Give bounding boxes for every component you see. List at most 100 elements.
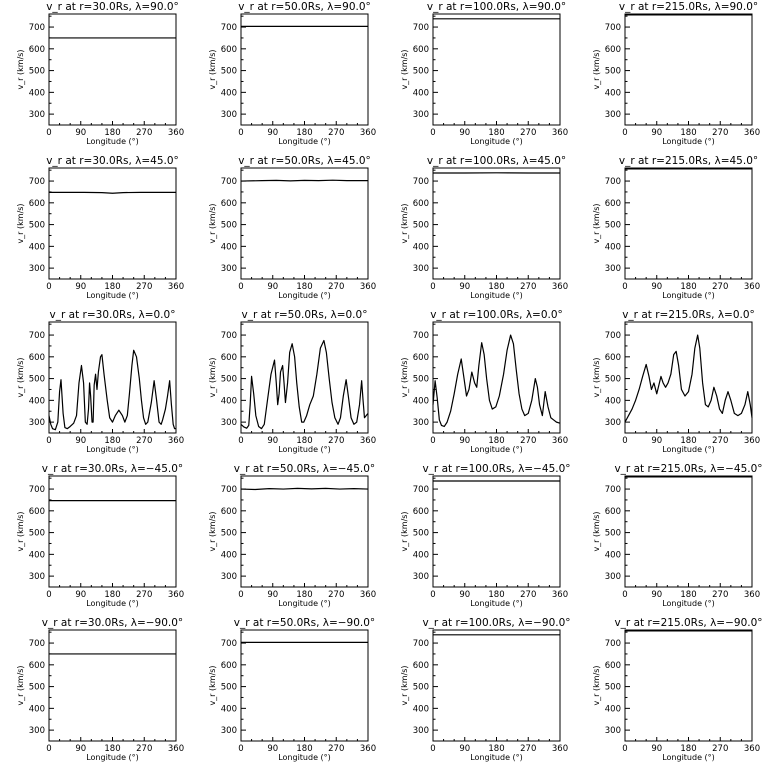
y-tick-label: 500 [605,375,621,385]
panel-title: v_r at r=30.0Rs, λ=45.0° [46,155,179,167]
y-tick-label: 400 [605,704,621,714]
x-tick-label: 270 [712,282,728,292]
y-tick-label: 600 [413,661,429,671]
y-tick-label: 700 [221,177,237,187]
y-tick-label: 300 [221,418,237,428]
panel-title: v_r at r=215.0Rs, λ=45.0° [619,155,758,167]
x-tick-label: 360 [360,436,376,446]
y-tick-label: 400 [605,396,621,406]
x-tick-label: 90 [651,744,662,754]
x-tick-label: 360 [360,282,376,292]
y-tick-label: 400 [29,396,45,406]
x-tick-label: 90 [267,436,278,446]
x-tick-label: 270 [520,128,536,138]
plot-frame [48,167,177,280]
x-tick-label: 360 [744,282,760,292]
y-tick-label: 300 [29,418,45,428]
y-tick-label: 700 [413,177,429,187]
x-tick-label: 90 [75,128,86,138]
x-axis-label: Longitude (°) [662,753,715,762]
y-axis-label: v_r (km/s) [592,49,601,89]
x-tick-label: 270 [328,282,344,292]
y-tick-label: 700 [29,485,45,495]
y-tick-label: 700 [605,23,621,33]
y-tick-label: 300 [605,264,621,274]
plot-frame [240,13,369,126]
x-axis-label: Longitude (°) [470,599,523,608]
y-tick-label: 300 [605,726,621,736]
x-tick-label: 180 [104,282,120,292]
panel-12: v_r at r=215.0Rs, λ=0.0° 0 90 180 270 360 300 4… [592,309,760,454]
x-tick-label: 180 [680,128,696,138]
x-tick-label: 180 [296,128,312,138]
y-tick-label: 500 [413,221,429,231]
x-tick-label: 90 [267,282,278,292]
y-axis-label: v_r (km/s) [16,357,25,397]
y-tick-label: 400 [413,242,429,252]
y-tick-label: 400 [29,88,45,98]
y-tick-label: 600 [221,45,237,55]
y-tick-label: 400 [605,242,621,252]
x-tick-label: 360 [552,744,568,754]
y-tick-label: 700 [29,23,45,33]
x-tick-label: 270 [520,590,536,600]
y-axis-label: v_r (km/s) [16,203,25,243]
y-tick-label: 400 [413,704,429,714]
x-tick-label: 90 [459,128,470,138]
x-tick-label: 270 [712,590,728,600]
x-axis-label: Longitude (°) [662,291,715,300]
y-tick-label: 300 [221,726,237,736]
y-tick-label: 500 [605,67,621,77]
x-tick-label: 0 [622,590,627,600]
x-tick-label: 180 [104,590,120,600]
y-tick-label: 500 [29,529,45,539]
panel-15: v_r at r=100.0Rs, λ=−45.0° 0 90 180 270 360 30… [400,463,571,608]
panel-title: v_r at r=100.0Rs, λ=45.0° [427,155,566,167]
x-tick-label: 270 [712,744,728,754]
x-tick-label: 180 [680,744,696,754]
plot-frame [240,167,369,280]
x-tick-label: 90 [267,744,278,754]
series-line [624,334,753,423]
panel-16: v_r at r=215.0Rs, λ=−45.0° 0 90 180 270 360 30… [592,463,763,608]
x-tick-label: 180 [488,436,504,446]
panel-20: v_r at r=215.0Rs, λ=−90.0° 0 90 180 270 360 30… [592,617,763,762]
x-tick-label: 270 [136,744,152,754]
y-tick-label: 700 [605,485,621,495]
y-tick-label: 300 [221,264,237,274]
y-tick-label: 300 [221,110,237,120]
panel-5: v_r at r=30.0Rs, λ=45.0° 0 90 180 270 360 300 4… [16,155,184,300]
x-axis-label: Longitude (°) [278,599,331,608]
panel-13: v_r at r=30.0Rs, λ=−45.0° 0 90 180 270 360 300… [16,463,184,608]
x-tick-label: 270 [328,128,344,138]
x-tick-label: 0 [46,282,51,292]
y-tick-label: 700 [221,331,237,341]
panel-7: v_r at r=100.0Rs, λ=45.0° 0 90 180 270 360 300… [400,155,568,300]
panel-title: v_r at r=100.0Rs, λ=−45.0° [422,463,570,475]
y-tick-label: 400 [605,88,621,98]
y-tick-label: 300 [413,726,429,736]
panel-18: v_r at r=50.0Rs, λ=−90.0° 0 90 180 270 360 300… [208,617,376,762]
x-tick-label: 0 [238,590,243,600]
x-tick-label: 360 [360,128,376,138]
panel-title: v_r at r=50.0Rs, λ=−45.0° [234,463,375,475]
x-tick-label: 270 [712,128,728,138]
y-tick-label: 400 [221,704,237,714]
y-tick-label: 300 [29,110,45,120]
y-axis-label: v_r (km/s) [400,357,409,397]
panel-title: v_r at r=215.0Rs, λ=−90.0° [614,617,762,629]
y-axis-label: v_r (km/s) [16,49,25,89]
y-tick-label: 300 [605,572,621,582]
y-tick-label: 700 [221,639,237,649]
panel-11: v_r at r=100.0Rs, λ=0.0° 0 90 180 270 360 300 4… [400,309,568,454]
x-tick-label: 180 [680,282,696,292]
panel-19: v_r at r=100.0Rs, λ=−90.0° 0 90 180 270 360 30… [400,617,571,762]
y-tick-label: 700 [413,331,429,341]
panel-title: v_r at r=100.0Rs, λ=0.0° [430,309,563,321]
y-tick-label: 700 [413,485,429,495]
x-axis-label: Longitude (°) [662,137,715,146]
x-tick-label: 270 [136,436,152,446]
y-tick-label: 600 [413,199,429,209]
panel-title: v_r at r=30.0Rs, λ=0.0° [50,309,176,321]
panel-title: v_r at r=100.0Rs, λ=−90.0° [422,617,570,629]
